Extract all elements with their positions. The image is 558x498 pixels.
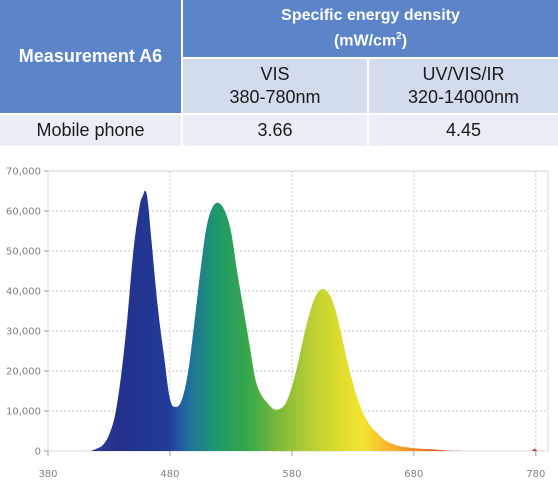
spectrum-area <box>90 190 475 451</box>
y-tick-label: 50,000 <box>6 247 41 258</box>
x-tick-label: 380 <box>38 469 57 480</box>
y-tick-label: 20,000 <box>6 367 41 378</box>
col-uvvisir-header: UV/VIS/IR 320-14000nm <box>368 58 558 114</box>
y-tick-label: 70,000 <box>6 167 41 178</box>
x-tick-label: 780 <box>526 469 545 480</box>
unit-suffix: ) <box>401 32 408 50</box>
spectrum-chart: 0 10,000 20,000 30,000 40,000 50,000 60,000 70,… <box>6 167 549 480</box>
col-uvvisir-name: UV/VIS/IR <box>422 64 505 84</box>
group-header-line1: Specific energy density <box>281 7 460 25</box>
group-header-cell: Specific energy density (mW/cm2) <box>182 0 558 59</box>
value-vis: 3.66 <box>257 120 293 140</box>
row-header: Measurement A6 <box>18 46 163 66</box>
col-uvvisir-range: 320-14000nm <box>407 87 520 107</box>
row-label-cell: Mobile phone <box>0 113 183 146</box>
value-uvvisir-cell: 4.45 <box>368 113 558 146</box>
value-vis-cell: 3.66 <box>182 113 369 146</box>
x-axis: 380 480 580 680 780 <box>38 451 545 480</box>
col-vis-name: VIS <box>260 64 290 84</box>
row-header-cell: Measurement A6 <box>0 0 183 114</box>
y-tick-label: 10,000 <box>6 407 41 418</box>
row-label: Mobile phone <box>36 120 145 140</box>
value-uvvisir: 4.45 <box>445 120 482 140</box>
y-tick-label: 60,000 <box>6 207 41 218</box>
x-tick-label: 580 <box>282 469 301 480</box>
col-vis-header: VIS 380-780nm <box>182 58 369 114</box>
measurement-table: Measurement A6 Specific energy density (… <box>0 0 558 146</box>
minor-peak-mark <box>531 448 538 451</box>
col-vis-range: 380-780nm <box>229 87 321 107</box>
x-tick-label: 480 <box>160 469 179 480</box>
group-header-line2: (mW/cm2) <box>183 26 558 51</box>
y-axis: 0 10,000 20,000 30,000 40,000 50,000 60,000 70,… <box>6 167 48 458</box>
y-tick-label: 40,000 <box>6 287 41 298</box>
unit-superscript: 2 <box>396 31 402 43</box>
y-tick-label: 0 <box>35 447 41 458</box>
y-tick-label: 30,000 <box>6 327 41 338</box>
unit-prefix: (mW/cm <box>333 32 397 50</box>
x-tick-label: 680 <box>404 469 423 480</box>
